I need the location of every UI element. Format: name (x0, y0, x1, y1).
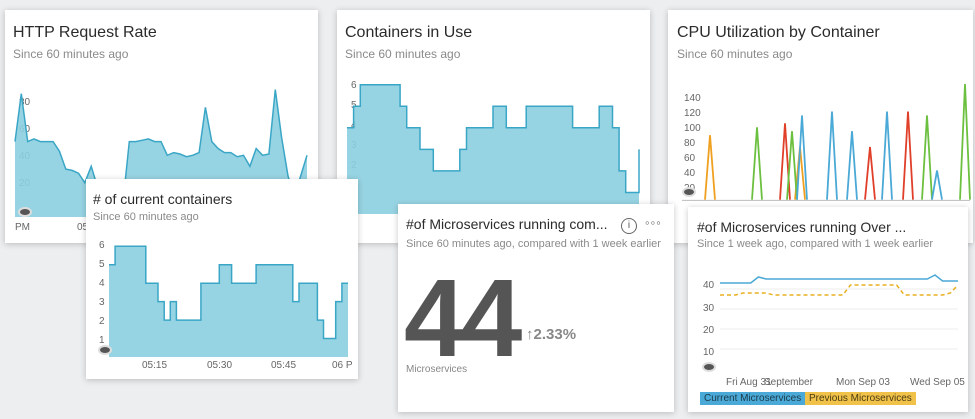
y-tick: 20 (703, 325, 715, 336)
metric-value: 44 (404, 257, 522, 380)
cpu-spike (921, 115, 933, 200)
y-tick: 40 (684, 168, 696, 179)
x-tick: 06 P (332, 360, 353, 371)
cpu-spike (826, 111, 838, 200)
x-tick: 05: (77, 222, 91, 233)
info-icon[interactable]: i (621, 218, 637, 234)
y-tick: 30 (703, 303, 715, 314)
containers-in-use-chart (347, 84, 640, 214)
x-tick: September (764, 377, 813, 388)
cpu-spike (959, 83, 971, 200)
card-subtitle: Since 60 minutes ago (345, 47, 461, 61)
cpu-spike (902, 111, 914, 200)
x-tick: Fri Aug 31 (726, 377, 772, 388)
time-slider-handle[interactable] (98, 345, 112, 355)
y-tick: 2 (99, 316, 105, 327)
legend-previous[interactable]: Previous Microservices (805, 392, 916, 405)
change-percent: 2.33% (533, 326, 577, 343)
x-tick: 05:45 (271, 360, 297, 371)
card-title: HTTP Request Rate (13, 24, 157, 41)
legend-current[interactable]: Current Microservices (700, 392, 806, 405)
area-fill (109, 246, 348, 357)
y-tick: 4 (99, 278, 105, 289)
cpu-spike (931, 170, 943, 200)
card-title: # of current containers (93, 191, 233, 207)
cpu-spike (864, 146, 876, 200)
change-indicator: ↑2.33% (526, 326, 576, 343)
y-tick: 100 (684, 123, 701, 134)
x-tick: PM (15, 222, 30, 233)
time-slider-handle[interactable] (18, 207, 32, 217)
metric-units: Microservices (406, 364, 468, 375)
y-tick: 1 (99, 335, 105, 346)
y-tick: 3 (99, 297, 105, 308)
series-line (109, 245, 348, 340)
y-tick: 6 (99, 240, 105, 251)
card-title: Containers in Use (345, 24, 473, 41)
previous-series-line (720, 284, 959, 296)
cpu-spike (751, 127, 763, 200)
cpu-spike (796, 115, 808, 200)
series-line (347, 84, 640, 194)
microservices-over-time-chart (720, 274, 959, 350)
cpu-spike (881, 111, 893, 200)
current-containers-card[interactable]: # of current containers Since 60 minutes… (86, 179, 358, 379)
card-title: #of Microservices running Over ... (697, 219, 907, 235)
arrow-up-icon: ↑ (526, 326, 534, 343)
card-subtitle: Since 60 minutes ago (677, 47, 793, 61)
y-tick: 60 (684, 153, 696, 164)
y-tick: 5 (351, 100, 357, 111)
card-title: CPU Utilization by Container (677, 24, 880, 41)
current-containers-chart (109, 245, 348, 357)
microservices-over-time-card[interactable]: #of Microservices running Over ... Since… (688, 207, 968, 412)
y-tick: 80 (19, 97, 31, 108)
series-line (14, 89, 308, 212)
card-subtitle: Since 60 minutes ago (13, 47, 129, 61)
y-tick: 80 (684, 138, 696, 149)
y-tick: 140 (684, 93, 701, 104)
area-fill (347, 84, 639, 214)
x-tick: 05:15 (142, 360, 168, 371)
y-tick: 120 (684, 108, 701, 119)
y-tick: 6 (351, 80, 357, 91)
card-title: #of Microservices running com... (406, 216, 608, 232)
cpu-utilization-chart (682, 83, 971, 201)
cpu-spike (704, 135, 716, 200)
microservices-billboard-card[interactable]: #of Microservices running com... i ◦◦◦ S… (398, 204, 674, 412)
cpu-spike (786, 131, 798, 200)
time-slider-handle[interactable] (682, 187, 696, 197)
more-icon[interactable]: ◦◦◦ (645, 215, 662, 230)
y-tick: 5 (99, 259, 105, 270)
x-tick: Mon Sep 03 (836, 377, 890, 388)
cpu-spike (846, 131, 858, 200)
time-slider-handle[interactable] (702, 362, 716, 372)
card-subtitle: Since 60 minutes ago (93, 211, 199, 223)
current-series-line (720, 274, 958, 284)
card-subtitle: Since 60 minutes ago, compared with 1 we… (406, 238, 661, 250)
x-tick: 05:30 (207, 360, 233, 371)
y-tick: 40 (703, 280, 715, 291)
cpu-utilization-card[interactable]: CPU Utilization by Container Since 60 mi… (668, 10, 973, 243)
x-tick: Wed Sep 05 (910, 377, 965, 388)
y-tick: 10 (703, 347, 715, 358)
card-subtitle: Since 1 week ago, compared with 1 week e… (697, 238, 934, 250)
